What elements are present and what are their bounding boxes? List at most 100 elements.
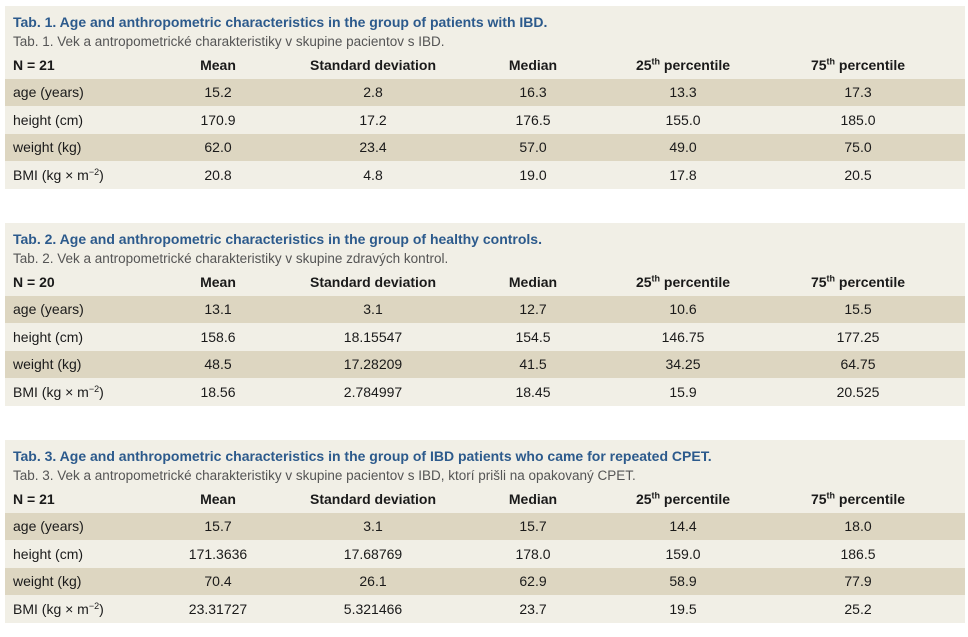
mean-value: 170.9 <box>200 111 236 128</box>
table-row: height (cm) 170.9 17.2 176.5 155.0 185.0 <box>5 106 965 134</box>
caption-slovak: Tab. 2. Vek a antropometrické charakteri… <box>13 251 449 266</box>
median-value: 16.3 <box>519 84 547 101</box>
sd-value: 26.1 <box>359 573 387 590</box>
p75-value: 185.0 <box>840 111 876 128</box>
table-row: weight (kg) 62.0 23.4 57.0 49.0 75.0 <box>5 133 965 161</box>
p25-value: 13.3 <box>669 84 697 101</box>
mean-value: 20.8 <box>204 166 232 183</box>
sd-value: 23.4 <box>359 139 387 156</box>
mean-value: 62.0 <box>204 139 232 156</box>
row-label: weight (kg) <box>13 573 82 590</box>
sd-value: 2.8 <box>363 84 383 101</box>
p75-value: 20.525 <box>836 383 880 400</box>
header-row: N = 20 Mean Standard deviation Median 25… <box>5 268 965 296</box>
p25-value: 58.9 <box>669 573 697 590</box>
table-caption: Tab. 1. Age and anthropometric character… <box>5 6 965 51</box>
median-value: 15.7 <box>519 518 547 535</box>
p25-value: 14.4 <box>669 518 697 535</box>
sd-value: 5.321466 <box>343 600 403 617</box>
row-label: weight (kg) <box>13 356 82 373</box>
median-value: 23.7 <box>519 600 547 617</box>
n-label: N = 21 <box>13 56 55 73</box>
p75-value: 15.5 <box>844 301 872 318</box>
median-value: 57.0 <box>519 139 547 156</box>
col-p75: 75th percentile <box>810 490 906 507</box>
p75-value: 77.9 <box>844 573 872 590</box>
median-value: 18.45 <box>515 383 551 400</box>
median-value: 176.5 <box>515 111 551 128</box>
col-p75: 75th percentile <box>810 273 906 290</box>
col-median: Median <box>508 490 558 507</box>
median-value: 19.0 <box>519 166 547 183</box>
sd-value: 2.784997 <box>343 383 403 400</box>
caption-english: Tab. 3. Age and anthropometric character… <box>13 448 712 464</box>
row-label: age (years) <box>13 84 84 101</box>
mean-value: 70.4 <box>204 573 232 590</box>
median-value: 41.5 <box>519 356 547 373</box>
table-row: age (years) 15.7 3.1 15.7 14.4 18.0 <box>5 512 965 540</box>
median-value: 62.9 <box>519 573 547 590</box>
sd-value: 3.1 <box>363 518 383 535</box>
table-row: height (cm) 158.6 18.15547 154.5 146.75 … <box>5 323 965 351</box>
p75-value: 17.3 <box>844 84 872 101</box>
median-value: 178.0 <box>515 545 551 562</box>
row-label: age (years) <box>13 518 84 535</box>
sd-value: 17.28209 <box>343 356 403 373</box>
sd-value: 4.8 <box>363 166 383 183</box>
p75-value: 177.25 <box>836 328 880 345</box>
n-label: N = 21 <box>13 490 55 507</box>
header-row: N = 21 Mean Standard deviation Median 25… <box>5 51 965 79</box>
p25-value: 15.9 <box>669 383 697 400</box>
mean-value: 13.1 <box>204 301 232 318</box>
caption-english: Tab. 2. Age and anthropometric character… <box>13 231 542 247</box>
median-value: 154.5 <box>515 328 551 345</box>
mean-value: 15.2 <box>204 84 232 101</box>
p75-value: 64.75 <box>840 356 876 373</box>
p25-value: 19.5 <box>669 600 697 617</box>
col-p25: 25th percentile <box>635 490 731 507</box>
col-p25: 25th percentile <box>635 56 731 73</box>
p25-value: 17.8 <box>669 166 697 183</box>
n-label: N = 20 <box>13 273 55 290</box>
col-median: Median <box>508 56 558 73</box>
row-label: height (cm) <box>13 111 84 128</box>
sd-value: 18.15547 <box>343 328 403 345</box>
sd-value: 17.68769 <box>343 545 403 562</box>
row-label: age (years) <box>13 301 84 318</box>
col-mean: Mean <box>200 56 236 73</box>
p25-value: 10.6 <box>669 301 697 318</box>
p75-value: 18.0 <box>844 518 872 535</box>
col-p75: 75th percentile <box>810 56 906 73</box>
mean-value: 23.31727 <box>188 600 248 617</box>
sd-value: 17.2 <box>359 111 387 128</box>
table-2: Tab. 2. Age and anthropometric character… <box>5 223 965 406</box>
table-row: age (years) 15.2 2.8 16.3 13.3 17.3 <box>5 78 965 106</box>
row-label: weight (kg) <box>13 139 82 156</box>
p25-value: 159.0 <box>665 545 701 562</box>
p25-value: 146.75 <box>661 328 705 345</box>
table-row: height (cm) 171.3636 17.68769 178.0 159.… <box>5 540 965 568</box>
col-median: Median <box>508 273 558 290</box>
p75-value: 75.0 <box>844 139 872 156</box>
median-value: 12.7 <box>519 301 547 318</box>
table-3: Tab. 3. Age and anthropometric character… <box>5 440 965 623</box>
table-row: BMI (kg × m−2) 20.8 4.8 19.0 17.8 20.5 <box>5 161 965 189</box>
col-mean: Mean <box>200 490 236 507</box>
mean-value: 18.56 <box>200 383 236 400</box>
table-1: Tab. 1. Age and anthropometric character… <box>5 6 965 189</box>
header-row: N = 21 Mean Standard deviation Median 25… <box>5 485 965 513</box>
p25-value: 49.0 <box>669 139 697 156</box>
row-label: BMI (kg × m−2) <box>13 166 104 183</box>
col-p25: 25th percentile <box>635 273 731 290</box>
row-label: BMI (kg × m−2) <box>13 600 104 617</box>
col-mean: Mean <box>200 273 236 290</box>
p75-value: 20.5 <box>844 166 872 183</box>
mean-value: 48.5 <box>204 356 232 373</box>
table-caption: Tab. 3. Age and anthropometric character… <box>5 440 965 485</box>
p25-value: 34.25 <box>665 356 701 373</box>
table-row: BMI (kg × m−2) 23.31727 5.321466 23.7 19… <box>5 595 965 623</box>
mean-value: 171.3636 <box>188 545 248 562</box>
caption-slovak: Tab. 1. Vek a antropometrické charakteri… <box>13 34 445 49</box>
row-label: height (cm) <box>13 328 84 345</box>
table-row: weight (kg) 48.5 17.28209 41.5 34.25 64.… <box>5 350 965 378</box>
